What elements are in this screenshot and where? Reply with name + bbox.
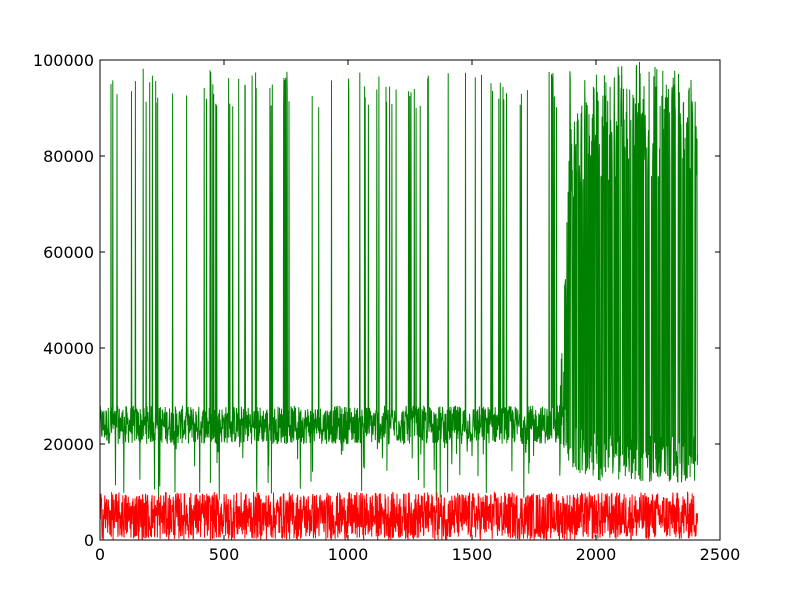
axes-frame (99, 59, 721, 541)
series-layer (99, 61, 699, 542)
x-tick-label: 500 (209, 545, 240, 564)
y-tick-label: 0 (84, 531, 94, 550)
y-tick-label: 80000 (43, 147, 94, 166)
y-tick-label: 40000 (43, 339, 94, 358)
y-tick-label: 60000 (43, 243, 94, 262)
y-axis: 0 20000 40000 60000 80000 100000 (33, 51, 720, 550)
x-tick-label: 0 (95, 545, 105, 564)
x-tick-label: 2500 (700, 545, 741, 564)
x-tick-label: 2000 (576, 545, 617, 564)
series-line-green (99, 61, 699, 501)
y-tick-label: 100000 (33, 51, 94, 70)
x-tick-label: 1000 (328, 545, 369, 564)
series-line-red (99, 491, 699, 542)
y-tick-label: 20000 (43, 435, 94, 454)
x-axis: 0 500 1000 1500 2000 2500 (95, 60, 740, 564)
x-tick-label: 1500 (452, 545, 493, 564)
